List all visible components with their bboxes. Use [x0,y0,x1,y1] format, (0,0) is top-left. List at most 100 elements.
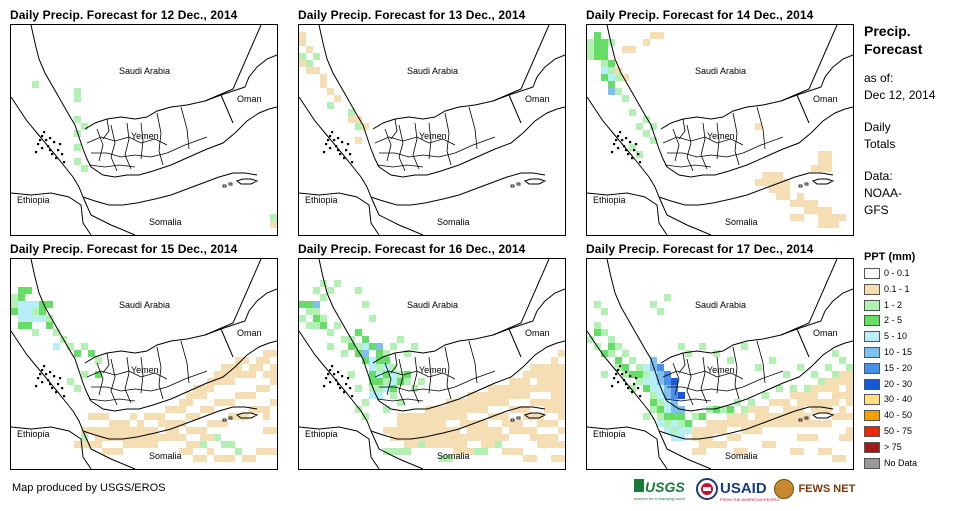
precip-cell [608,350,615,357]
precip-cell [193,413,200,420]
precip-cell [643,385,650,392]
island [47,379,50,382]
island [639,161,642,164]
precip-cell [67,343,74,350]
island [335,145,338,148]
precip-cell [172,434,179,441]
label-ethiopia: Ethiopia [593,195,626,205]
island [329,135,332,138]
precip-cell [474,434,481,441]
precip-cell [306,67,313,74]
legend-item: 15 - 20 [864,362,912,374]
precip-cell [685,420,692,427]
map-canvas [587,25,853,235]
precip-cell [839,357,846,364]
country-boundary [378,340,565,412]
precip-cell [551,399,558,406]
country-boundary [11,96,84,198]
panel-title: Daily Precip. Forecast for 17 Dec., 2014 [586,242,814,256]
precip-cell [88,427,95,434]
precip-cell [242,357,249,364]
precip-cell [762,172,769,179]
island [61,387,64,390]
precip-cell [551,357,558,364]
island [329,147,332,150]
precip-cell [783,179,790,186]
precip-cell [650,406,657,413]
admin-boundary [468,340,478,384]
precip-cell [727,420,734,427]
precip-cell [502,413,509,420]
precip-cell [509,378,516,385]
precip-cell [383,371,390,378]
precip-cell [509,448,516,455]
country-boundary [820,54,853,88]
precip-cell [530,434,537,441]
island [617,147,620,150]
precip-cell [594,39,601,46]
precip-cell [88,413,95,420]
precip-cell [390,427,397,434]
precip-cell [671,399,678,406]
precip-cell [67,378,74,385]
island [39,139,42,142]
precip-cell [481,427,488,434]
precip-cell [355,287,362,294]
island [339,153,342,156]
precip-cell [25,322,32,329]
precip-cell [270,350,277,357]
country-boundary [658,172,834,206]
precip-cell [818,158,825,165]
precip-cell [797,392,804,399]
island [516,416,521,420]
precip-cell [193,427,200,434]
admin-boundary [91,136,208,158]
precip-cell [664,406,671,413]
precip-cell [453,441,460,448]
precip-cell [797,420,804,427]
precip-cell [664,385,671,392]
precip-cell [404,434,411,441]
island [222,184,227,188]
precip-cell [502,434,509,441]
socotra-island [811,178,835,185]
precip-cell [263,406,270,413]
legend-label: > 75 [884,441,902,452]
legend-swatch [864,268,880,279]
precip-cell [622,74,629,81]
legend-item: 30 - 40 [864,394,912,406]
precip-cell [629,371,636,378]
precip-cell [256,448,263,455]
precip-cell [25,301,32,308]
precip-cell [383,357,390,364]
precip-cell [832,221,839,228]
island [45,373,48,376]
legend-label: 20 - 30 [884,378,913,389]
island [327,373,330,376]
island [337,137,340,140]
admin-boundary [686,358,694,406]
precip-cell [376,350,383,357]
precip-cell [769,399,776,406]
precip-cell [249,371,256,378]
legend-item: 40 - 50 [864,410,912,422]
island [615,373,618,376]
island [798,418,803,422]
precip-cell [811,371,818,378]
admin-boundary [102,352,110,374]
country-boundary [204,259,262,336]
precip-cell [804,200,811,207]
precip-cell [172,406,179,413]
legend-item: 0.1 - 1 [864,283,910,295]
precip-cell [650,32,657,39]
precip-cell [530,413,537,420]
admin-boundary [398,124,406,172]
precip-cell [783,413,790,420]
precip-cell [797,200,804,207]
admin-boundary [700,356,708,404]
precip-cell [200,434,207,441]
precip-cell [516,427,523,434]
precip-cell [397,399,404,406]
precip-cell [615,67,622,74]
precip-cell [81,343,88,350]
